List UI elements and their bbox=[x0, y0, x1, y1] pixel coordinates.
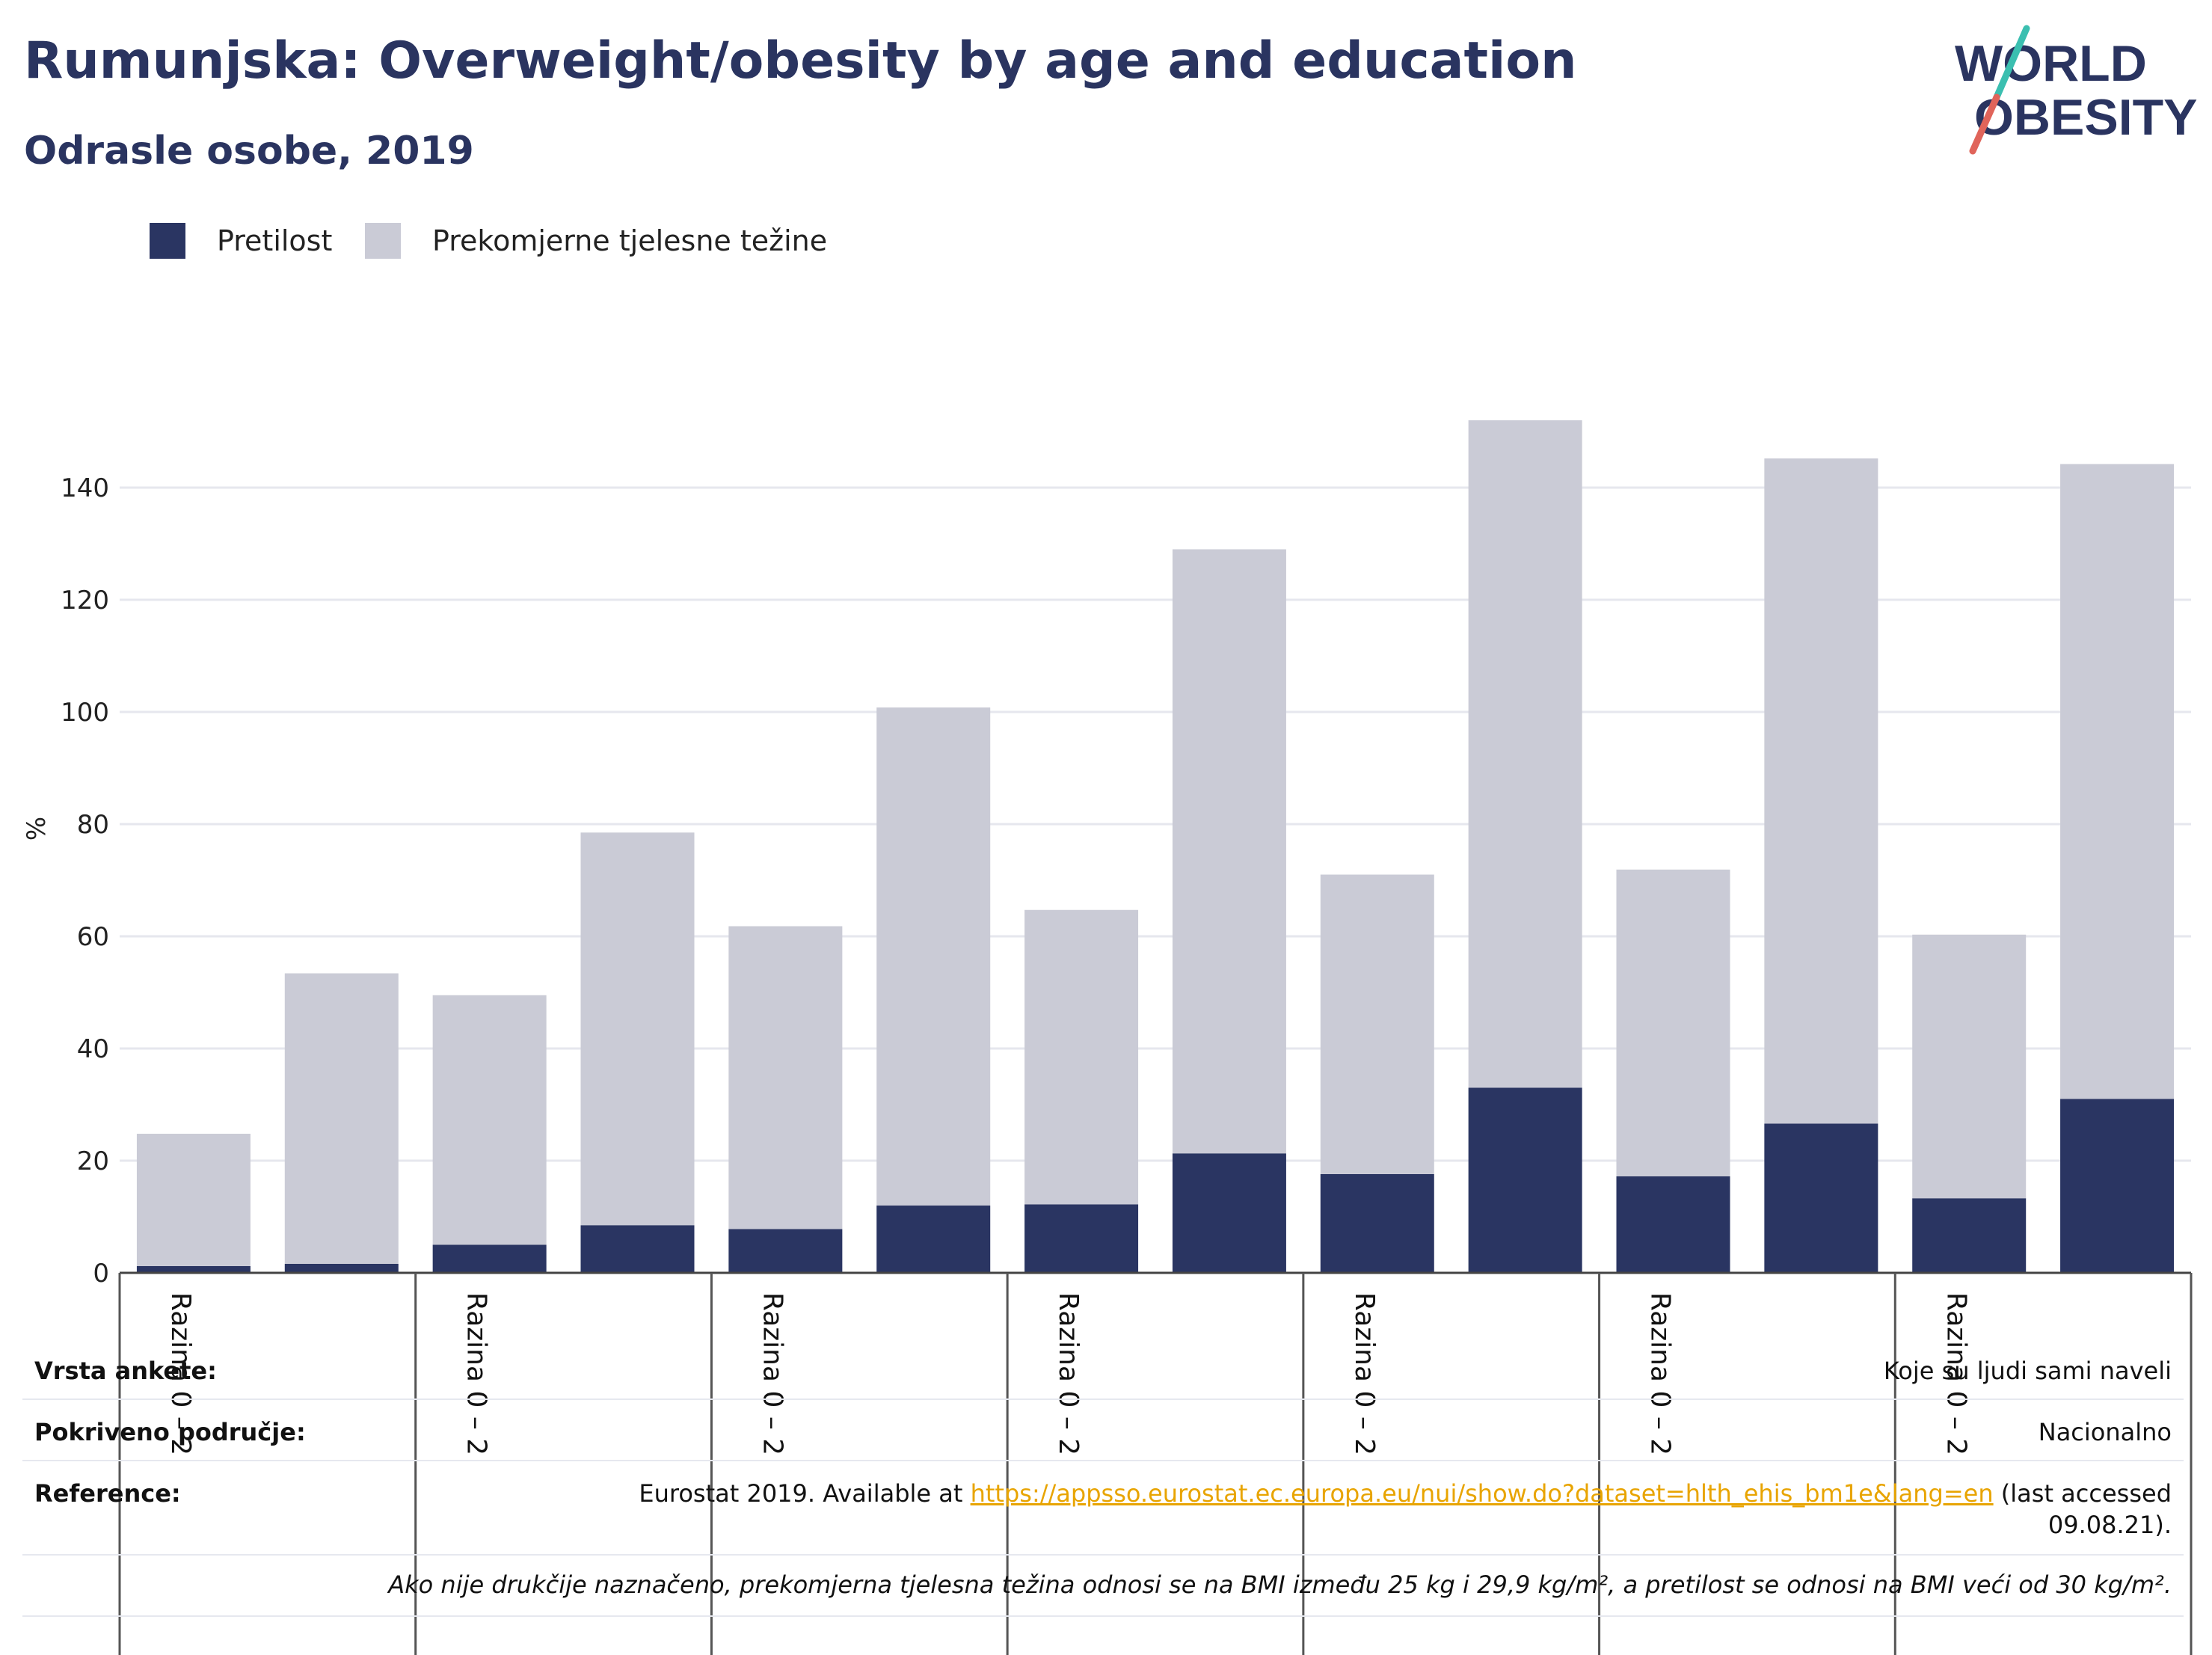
bar-prekomjerne bbox=[284, 973, 399, 1264]
info-key: Pokriveno područje: bbox=[34, 1418, 306, 1446]
bar-pretilost bbox=[1468, 1087, 1582, 1273]
x-group-label: Razina 0 – 2 bbox=[461, 1292, 492, 1455]
legend-label: Pretilost bbox=[217, 224, 333, 257]
logo-word-2: OBESITY bbox=[1974, 89, 2198, 146]
info-row-coverage: Pokriveno područje: Nacionalno bbox=[22, 1398, 2184, 1461]
world-obesity-logo: WORLD OBESITY bbox=[1955, 25, 2198, 155]
reference-link[interactable]: https://appsso.eurostat.ec.europa.eu/nui… bbox=[970, 1479, 1994, 1508]
bar-pretilost bbox=[876, 1206, 991, 1273]
bar-pretilost bbox=[432, 1244, 547, 1273]
y-tick-label: 140 bbox=[61, 473, 109, 503]
logo-word-1: WORLD bbox=[1955, 35, 2147, 92]
logo-slash-teal bbox=[1993, 25, 2030, 101]
bar-pretilost bbox=[580, 1225, 695, 1273]
bar-prekomjerne bbox=[2060, 464, 2175, 1099]
logo-slash-red bbox=[1969, 93, 2000, 155]
legend-swatch bbox=[365, 223, 401, 259]
bar-pretilost bbox=[1912, 1198, 2027, 1273]
x-group-label: Razina 0 – 2 bbox=[165, 1292, 196, 1455]
bar-prekomjerne bbox=[1912, 934, 2027, 1199]
y-tick-labels: 0 20 40 60 80 100 120 140 bbox=[61, 473, 109, 1289]
bar-pretilost bbox=[1024, 1204, 1139, 1273]
legend-label: Prekomjerne tjelesne težine bbox=[432, 224, 828, 257]
y-tick-label: 40 bbox=[77, 1034, 109, 1064]
bar-prekomjerne bbox=[728, 926, 843, 1229]
bar-prekomjerne bbox=[1468, 420, 1582, 1088]
bar-prekomjerne bbox=[1616, 869, 1730, 1176]
info-row-reference: Reference: Eurostat 2019. Available at h… bbox=[22, 1460, 2184, 1556]
reference-suffix: (last accessed bbox=[1993, 1479, 2172, 1508]
x-group-label: Razina 0 – 2 bbox=[1053, 1292, 1084, 1455]
info-value: Eurostat 2019. Available at https://apps… bbox=[639, 1479, 2172, 1508]
bar-prekomjerne bbox=[1024, 909, 1139, 1205]
chart-title: Rumunjska: Overweight/obesity by age and… bbox=[24, 31, 1577, 90]
bar-prekomjerne bbox=[580, 832, 695, 1226]
bar-pretilost bbox=[1616, 1176, 1730, 1273]
bar-prekomjerne bbox=[876, 707, 991, 1206]
info-key: Vrsta ankete: bbox=[34, 1357, 217, 1385]
bar-pretilost bbox=[136, 1266, 251, 1273]
y-tick-label: 100 bbox=[61, 698, 109, 728]
bars bbox=[136, 420, 2175, 1273]
gridlines bbox=[120, 486, 2191, 1162]
reference-prefix: Eurostat 2019. Available at bbox=[639, 1479, 971, 1508]
bar-prekomjerne bbox=[136, 1134, 251, 1266]
info-value: Nacionalno bbox=[2038, 1418, 2172, 1446]
bar-pretilost bbox=[728, 1229, 843, 1273]
y-tick-label: 20 bbox=[77, 1146, 109, 1176]
y-axis-title: % bbox=[22, 817, 52, 841]
bar-prekomjerne bbox=[1172, 549, 1286, 1154]
y-tick-label: 60 bbox=[77, 922, 109, 952]
x-group-label: Razina 0 – 2 bbox=[757, 1292, 787, 1455]
bar-pretilost bbox=[1764, 1123, 1878, 1273]
bar-prekomjerne bbox=[1320, 874, 1434, 1174]
bar-prekomjerne bbox=[432, 995, 547, 1245]
reference-line-2: 09.08.21). bbox=[2047, 1511, 2172, 1539]
chart-subtitle: Odrasle osobe, 2019 bbox=[24, 129, 474, 174]
info-row-survey: Vrsta ankete: Koje su ljudi sami naveli bbox=[22, 1339, 2184, 1400]
y-tick-label: 80 bbox=[77, 810, 109, 840]
definition-note: Ako nije drukčije naznačeno, prekomjerna… bbox=[388, 1570, 2172, 1599]
x-group-label: Razina 0 – 2 bbox=[1349, 1292, 1380, 1455]
info-value: Koje su ljudi sami naveli bbox=[1883, 1357, 2172, 1385]
x-group-label: Razina 0 – 2 bbox=[1941, 1292, 1971, 1455]
legend-swatch bbox=[150, 223, 185, 259]
x-tick-labels: Razina 0 – 2 Razina 0 – 2 Razina 0 – 2 Razi… bbox=[165, 1292, 1971, 1455]
bar-pretilost bbox=[1320, 1174, 1434, 1273]
bar-pretilost bbox=[2060, 1099, 2175, 1273]
bar-prekomjerne bbox=[1764, 458, 1878, 1124]
info-row-note: Ako nije drukčije naznačeno, prekomjerna… bbox=[22, 1554, 2184, 1617]
x-group-label: Razina 0 – 2 bbox=[1645, 1292, 1676, 1455]
info-key: Reference: bbox=[34, 1479, 181, 1508]
y-tick-label: 0 bbox=[93, 1259, 109, 1289]
bar-pretilost bbox=[1172, 1153, 1286, 1273]
y-tick-label: 120 bbox=[61, 586, 109, 615]
bar-pretilost bbox=[284, 1264, 399, 1273]
axes bbox=[118, 1271, 2193, 1655]
